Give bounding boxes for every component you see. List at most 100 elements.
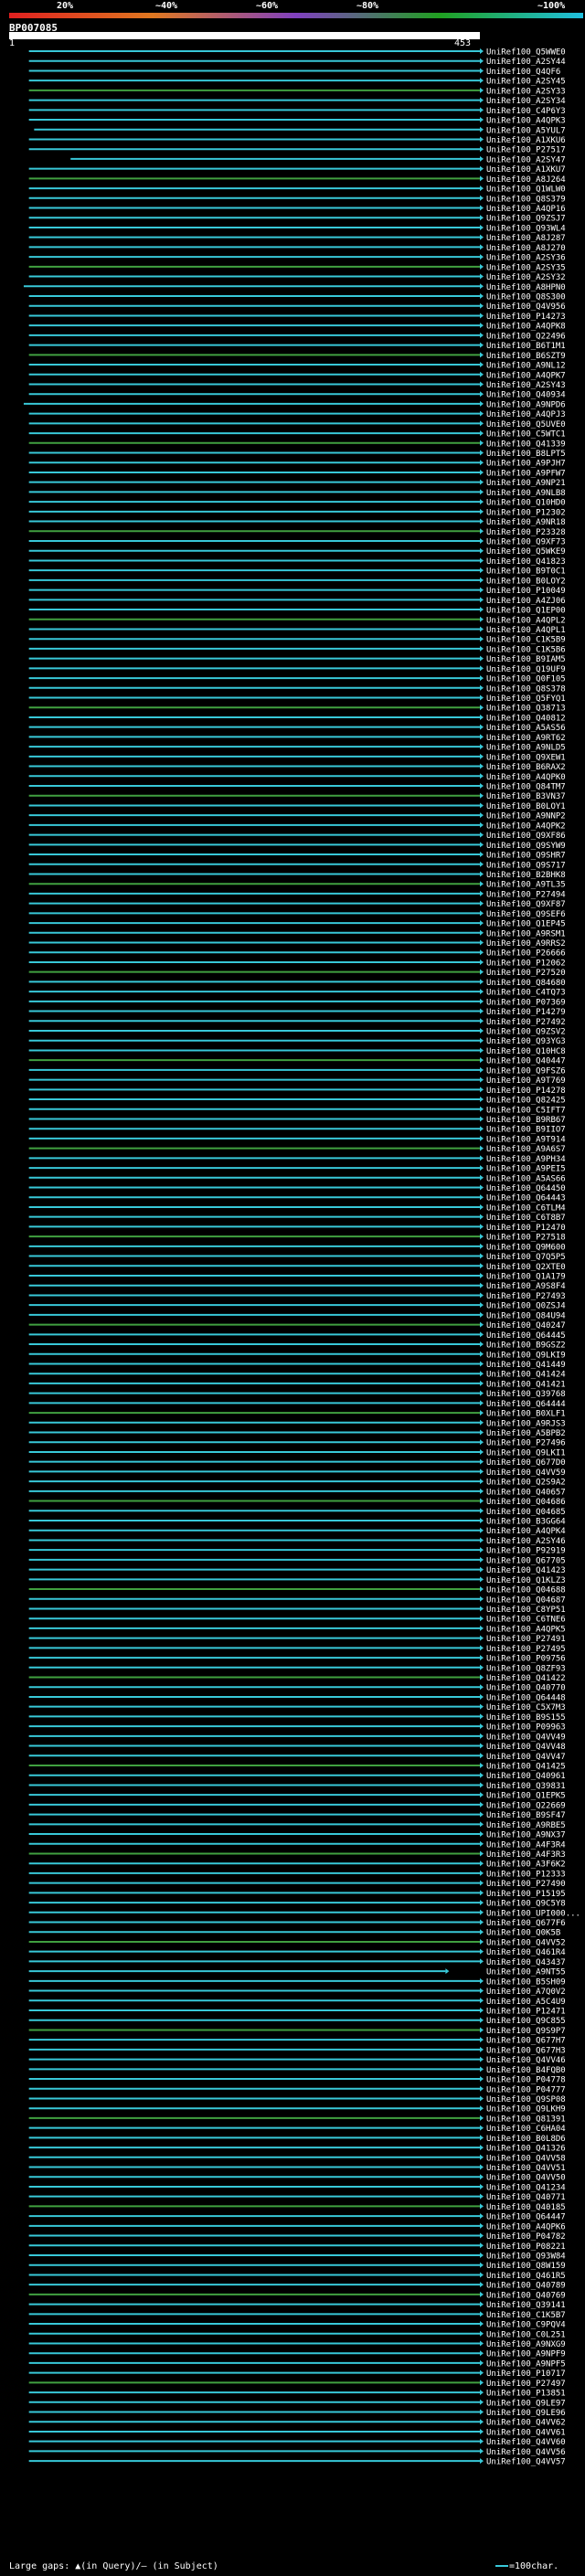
- query-title: BP007085: [9, 22, 58, 34]
- hit-arrow: [480, 1616, 484, 1622]
- hit-arrow: [480, 1586, 484, 1593]
- hit-arrow: [480, 1674, 484, 1680]
- hit-arrow: [480, 890, 484, 896]
- hit-arrow: [480, 1998, 484, 2004]
- hit-arrow: [480, 2046, 484, 2052]
- hit-label: UniRef100_P14278: [486, 1087, 566, 1096]
- hit-arrow: [480, 1341, 484, 1348]
- hit-arrow: [480, 2095, 484, 2102]
- hit-label: UniRef100_Q9LE97: [486, 2399, 566, 2408]
- hit-arrow: [480, 2448, 484, 2454]
- hit-arrow: [480, 352, 484, 358]
- hit-arrow: [480, 1253, 484, 1259]
- hit-arrow: [480, 2409, 484, 2415]
- hit-arrow: [480, 518, 484, 525]
- hit-label: UniRef100_P27493: [486, 1292, 566, 1301]
- hit-arrow: [480, 1302, 484, 1309]
- hit-label: UniRef100_Q5WWE0: [486, 48, 566, 58]
- hit-label: UniRef100_A9RRS2: [486, 939, 566, 949]
- hit-arrow: [480, 1831, 484, 1838]
- hit-label: UniRef100_Q4VV58: [486, 2154, 566, 2163]
- hit-arrow: [480, 68, 484, 74]
- hit-label: UniRef100_A3F6K2: [486, 1860, 566, 1870]
- hit-label: UniRef100_A8J264: [486, 175, 566, 185]
- hit-arrow: [480, 1331, 484, 1338]
- hit-arrow: [480, 1625, 484, 1631]
- hit-label: UniRef100_Q9S9P7: [486, 2027, 566, 2036]
- hit-label: UniRef100_Q9XF87: [486, 900, 566, 909]
- hit-arrow: [480, 714, 484, 720]
- hit-label: UniRef100_Q4VV50: [486, 2174, 566, 2183]
- hit-arrow: [480, 400, 484, 407]
- hit-label: UniRef100_C5WTC1: [486, 430, 566, 440]
- hit-arrow: [480, 1498, 484, 1504]
- hit-label: UniRef100_Q4VV57: [486, 2458, 566, 2467]
- hit-arrow: [480, 2390, 484, 2396]
- hit-arrow: [480, 528, 484, 535]
- hit-arrow: [480, 1037, 484, 1044]
- hit-arrow: [480, 1723, 484, 1730]
- hit-arrow: [480, 724, 484, 730]
- hit-arrow: [480, 2272, 484, 2278]
- hit-arrow: [480, 1792, 484, 1798]
- hit-label: UniRef100_Q4VV47: [486, 1753, 566, 1762]
- hit-arrow: [480, 812, 484, 819]
- hit-label: UniRef100_P04782: [486, 2232, 566, 2242]
- hit-arrow: [480, 597, 484, 603]
- hit-label: UniRef100_A4QPK4: [486, 1527, 566, 1536]
- hit-label: UniRef100_A8J270: [486, 244, 566, 253]
- hit-arrow: [480, 97, 484, 103]
- hit-arrow: [480, 979, 484, 985]
- hit-arrow: [480, 2282, 484, 2288]
- hit-label: UniRef100_Q9S717: [486, 861, 566, 870]
- hit-label: UniRef100_A4QP16: [486, 205, 566, 214]
- hit-label: UniRef100_A2SY34: [486, 97, 566, 106]
- hit-label: UniRef100_Q39141: [486, 2301, 566, 2310]
- hit-label: UniRef100_P09756: [486, 1655, 566, 1664]
- hit-label: UniRef100_P26666: [486, 949, 566, 959]
- hit-label: UniRef100_A4QPK5: [486, 1625, 566, 1634]
- hit-label: UniRef100_Q9XEW1: [486, 753, 566, 762]
- hit-label: UniRef100_A9T769: [486, 1076, 566, 1086]
- hit-arrow: [480, 1174, 484, 1181]
- hit-label: UniRef100_A2SY46: [486, 1537, 566, 1546]
- hit-arrow: [480, 224, 484, 230]
- hit-arrow: [480, 2203, 484, 2210]
- hit-label: UniRef100_Q4V956: [486, 302, 566, 312]
- hit-label: UniRef100_Q84U94: [486, 1311, 566, 1320]
- hit-label: UniRef100_Q9LKI1: [486, 1448, 566, 1458]
- hit-arrow: [480, 146, 484, 153]
- hit-label: UniRef100_Q9SHR7: [486, 852, 566, 861]
- hit-arrow: [480, 626, 484, 632]
- hit-label: UniRef100_A9NLD5: [486, 744, 566, 753]
- footer-scale: =100char.: [509, 2561, 559, 2571]
- hit-label: UniRef100_A9TL35: [486, 881, 566, 890]
- hit-label: UniRef100_Q10HD0: [486, 499, 566, 508]
- hit-arrow: [480, 195, 484, 201]
- hit-arrow: [480, 1126, 484, 1132]
- hit-label: UniRef100_P27520: [486, 969, 566, 978]
- hit-label: UniRef100_Q9C5Y8: [486, 1900, 566, 1909]
- hit-label: UniRef100_Q461R4: [486, 1948, 566, 1957]
- hit-arrow: [480, 362, 484, 368]
- hit-arrow: [480, 136, 484, 143]
- hit-label: UniRef100_A9A6S7: [486, 1145, 566, 1154]
- hit-arrow: [480, 1566, 484, 1573]
- hit-arrow: [480, 313, 484, 319]
- hit-label: UniRef100_A4QPK6: [486, 2222, 566, 2231]
- hit-label: UniRef100_Q5WKE9: [486, 547, 566, 557]
- hit-arrow: [480, 2066, 484, 2072]
- hit-arrow: [480, 1655, 484, 1661]
- hit-label: UniRef100_A9S8F4: [486, 1282, 566, 1291]
- hit-arrow: [480, 244, 484, 250]
- tick-20: 20%: [57, 1, 74, 11]
- hit-label: UniRef100_A9PJH7: [486, 460, 566, 469]
- hit-label: UniRef100_B0LOY2: [486, 577, 566, 586]
- hit-label: UniRef100_B6RAX2: [486, 763, 566, 772]
- hit-label: UniRef100_A9NL12: [486, 362, 566, 371]
- hit-label: UniRef100_Q41823: [486, 557, 566, 567]
- hit-label: UniRef100_C1K5B6: [486, 645, 566, 654]
- hit-label: UniRef100_P27492: [486, 1018, 566, 1027]
- hit-label: UniRef100_Q677F6: [486, 1919, 566, 1928]
- hit-label: UniRef100_C0L251: [486, 2330, 566, 2339]
